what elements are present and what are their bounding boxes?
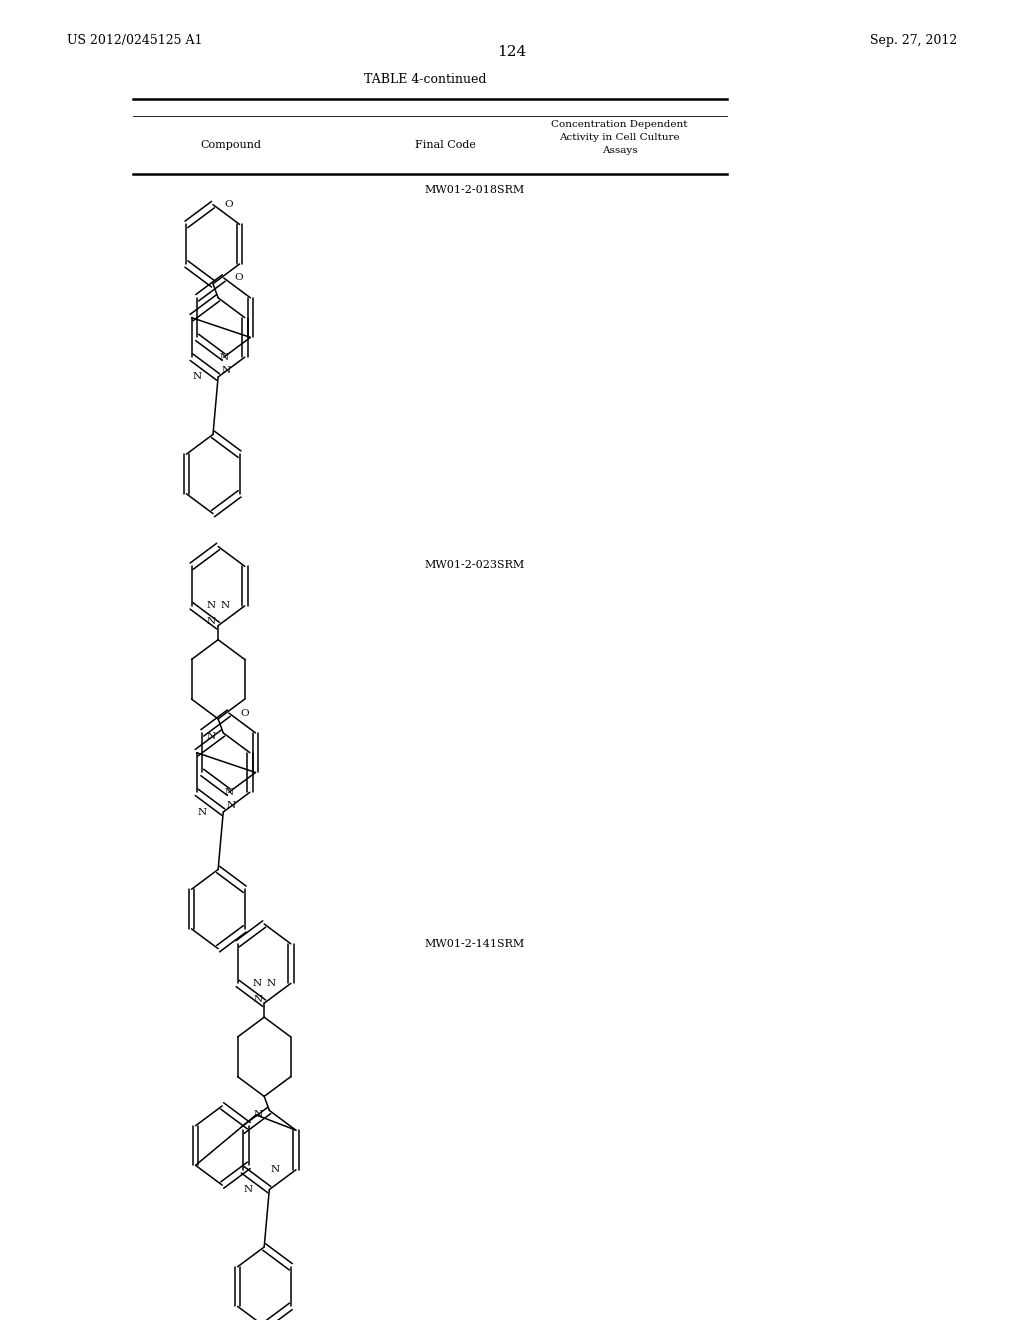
Text: N: N [244, 1185, 253, 1195]
Text: N: N [207, 618, 216, 627]
Text: Sep. 27, 2012: Sep. 27, 2012 [870, 34, 957, 48]
Text: N: N [207, 733, 216, 741]
Text: Final Code: Final Code [415, 140, 476, 150]
Text: N: N [198, 808, 207, 817]
Text: N: N [266, 979, 275, 987]
Text: N: N [221, 366, 230, 375]
Text: N: N [270, 1166, 280, 1175]
Text: N: N [220, 602, 229, 610]
Text: O: O [234, 273, 244, 282]
Text: TABLE 4-continued: TABLE 4-continued [364, 73, 486, 86]
Text: N: N [207, 602, 216, 610]
Text: US 2012/0245125 A1: US 2012/0245125 A1 [67, 34, 202, 48]
Text: 124: 124 [498, 45, 526, 59]
Text: N: N [253, 1110, 262, 1118]
Text: Assays: Assays [602, 147, 637, 154]
Text: N: N [193, 372, 202, 381]
Text: Compound: Compound [200, 140, 261, 150]
Text: Activity in Cell Culture: Activity in Cell Culture [559, 133, 680, 141]
Text: N: N [224, 788, 233, 797]
Text: O: O [240, 709, 249, 718]
Text: MW01-2-141SRM: MW01-2-141SRM [425, 939, 525, 949]
Text: O: O [224, 201, 232, 209]
Text: N: N [219, 352, 228, 362]
Text: MW01-2-018SRM: MW01-2-018SRM [425, 185, 525, 195]
Text: N: N [253, 979, 262, 987]
Text: MW01-2-023SRM: MW01-2-023SRM [425, 560, 525, 570]
Text: Concentration Dependent: Concentration Dependent [551, 120, 688, 128]
Text: N: N [253, 995, 262, 1005]
Text: N: N [226, 801, 236, 810]
